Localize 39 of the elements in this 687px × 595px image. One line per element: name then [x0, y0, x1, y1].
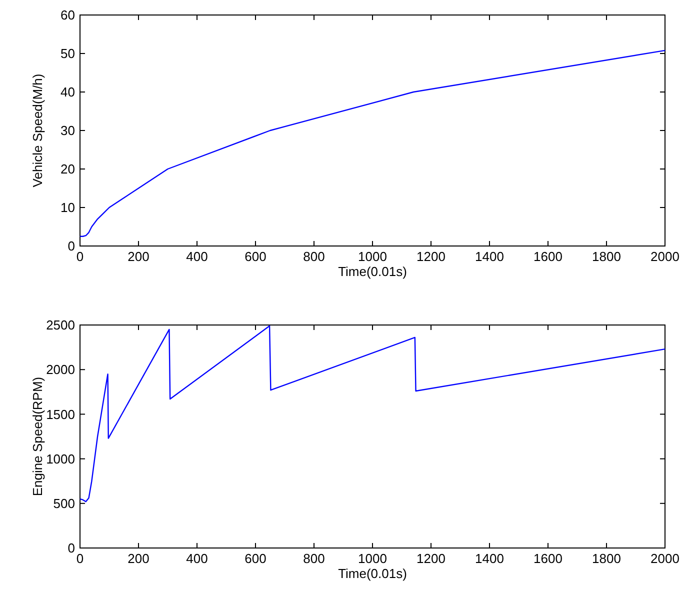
y-tick-label: 2500: [46, 318, 75, 333]
y-tick-label: 1000: [46, 451, 75, 466]
x-tick-label: 2000: [650, 551, 680, 566]
y-tick-label: 0: [68, 540, 75, 556]
x-tick-label: 2000: [650, 249, 680, 264]
x-tick-label: 1000: [358, 249, 387, 264]
x-tick-label: 1200: [416, 249, 446, 264]
x-tick-label: 1400: [475, 551, 504, 566]
y-tick-label: 40: [60, 84, 75, 100]
y-tick-label: 50: [60, 46, 75, 62]
x-tick-label: 200: [128, 249, 150, 264]
y-tick-label: 1500: [46, 406, 75, 422]
x-tick-label: 400: [186, 551, 208, 566]
x-tick-label: 800: [303, 551, 325, 566]
y-axis-title: Vehicle Speed(M/h): [30, 74, 45, 188]
y-tick-label: 20: [60, 162, 75, 177]
x-tick-label: 1200: [416, 551, 446, 566]
y-tick-label: 10: [60, 200, 75, 216]
x-axis-title: Time(0.01s): [338, 566, 407, 581]
y-tick-label: 500: [53, 496, 75, 511]
y-axis-title: Engine Speed(RPM): [30, 376, 45, 496]
x-tick-label: 1800: [592, 249, 621, 264]
x-tick-label: 1000: [358, 551, 387, 566]
x-tick-label: 600: [244, 249, 266, 264]
y-tick-label: 0: [68, 238, 75, 254]
x-tick-label: 1600: [534, 249, 562, 264]
x-tick-label: 800: [303, 249, 325, 264]
x-axis-title: Time(0.01s): [338, 264, 407, 279]
x-tick-label: 200: [128, 551, 150, 566]
y-tick-label: 30: [60, 123, 75, 138]
x-tick-label: 1400: [475, 249, 504, 264]
x-tick-label: 600: [244, 551, 266, 566]
x-tick-label: 400: [186, 249, 208, 264]
y-tick-label: 2000: [46, 362, 75, 378]
x-tick-label: 1600: [534, 551, 562, 566]
line-series: [79, 325, 666, 502]
x-tick-label: 1800: [592, 551, 621, 566]
y-tick-label: 60: [60, 8, 75, 23]
line-series: [79, 50, 666, 237]
